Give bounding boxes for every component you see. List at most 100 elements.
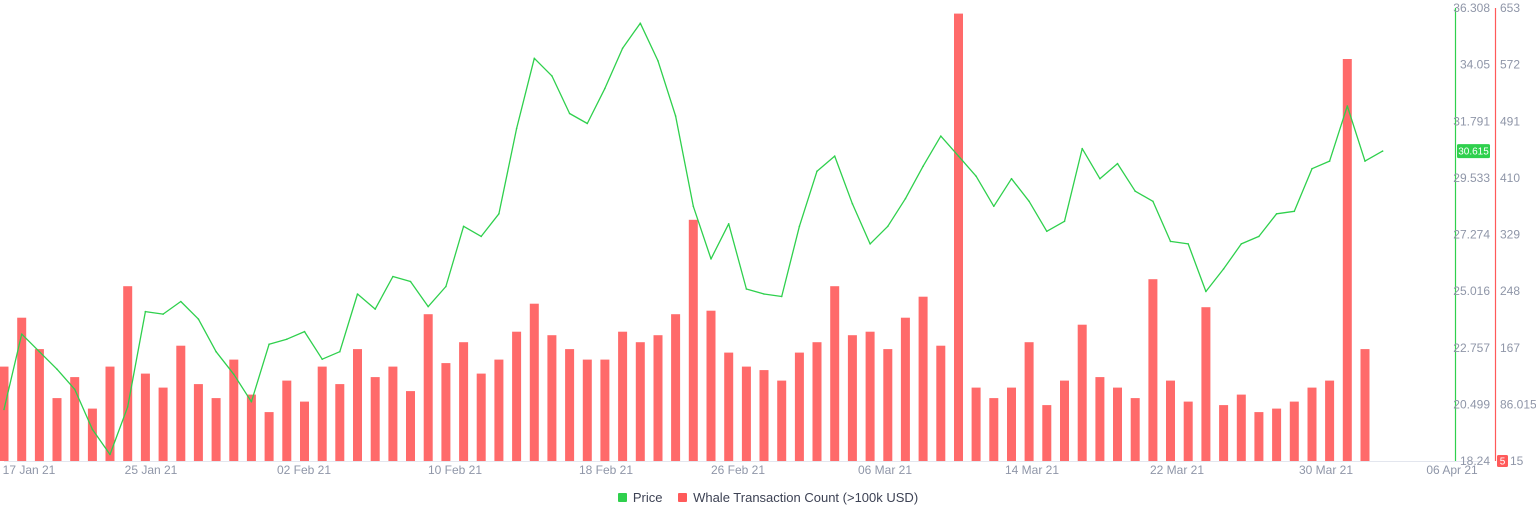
current-count-badge-text: 5 bbox=[1500, 457, 1506, 468]
price-tick-label: 20.499 bbox=[1453, 397, 1490, 411]
whale-count-bar-61 bbox=[1077, 324, 1087, 461]
whale-count-bar-69 bbox=[1219, 405, 1229, 461]
whale-count-bar-47 bbox=[830, 286, 840, 461]
whale-count-bar-9 bbox=[158, 387, 168, 461]
price-point-75 bbox=[1328, 160, 1331, 162]
price-point-53 bbox=[940, 135, 942, 137]
count-tick-label: 410 bbox=[1500, 171, 1520, 185]
whale-count-bar-25 bbox=[441, 363, 451, 461]
whale-count-bar-5 bbox=[87, 408, 97, 461]
price-tick-label: 25.016 bbox=[1453, 284, 1490, 298]
price-point-26 bbox=[462, 225, 465, 228]
whale-count-bar-71 bbox=[1254, 412, 1264, 461]
price-point-55 bbox=[975, 175, 977, 177]
price-point-23 bbox=[409, 280, 412, 283]
x-tick-label: 06 Mar 21 bbox=[858, 463, 912, 477]
whale-count-bar-26 bbox=[459, 342, 469, 461]
price-point-77 bbox=[1364, 160, 1366, 162]
price-point-7 bbox=[126, 406, 129, 408]
whale-count-bar-13 bbox=[229, 359, 239, 461]
price-point-50 bbox=[887, 225, 889, 228]
whale-count-bar-18 bbox=[317, 366, 327, 461]
price-point-78 bbox=[1381, 150, 1384, 152]
price-point-2 bbox=[38, 350, 41, 353]
x-tick-label: 02 Feb 21 bbox=[277, 463, 331, 477]
price-point-76 bbox=[1346, 105, 1349, 107]
price-point-73 bbox=[1293, 210, 1296, 213]
price-point-54 bbox=[957, 155, 960, 157]
price-point-6 bbox=[109, 453, 111, 456]
whale-count-bar-70 bbox=[1236, 394, 1246, 461]
whale-count-bar-19 bbox=[335, 384, 345, 461]
whale-count-bar-40 bbox=[706, 310, 716, 461]
whale-count-bar-6 bbox=[105, 366, 115, 461]
whale-count-bar-16 bbox=[282, 380, 292, 461]
price-point-27 bbox=[480, 235, 483, 238]
x-tick-label: 10 Feb 21 bbox=[428, 463, 482, 477]
price-point-28 bbox=[498, 213, 500, 215]
legend-item-price[interactable]: Price bbox=[617, 490, 663, 505]
count-tick-label: 572 bbox=[1500, 58, 1520, 72]
legend-label-price: Price bbox=[632, 490, 663, 505]
price-point-24 bbox=[427, 305, 430, 308]
whale-count-bar-39 bbox=[688, 219, 698, 461]
price-point-56 bbox=[993, 205, 995, 208]
x-tick-label: 06 Apr 21 bbox=[1426, 463, 1478, 477]
price-point-59 bbox=[1046, 230, 1048, 233]
price-point-47 bbox=[833, 155, 836, 157]
price-point-22 bbox=[392, 275, 394, 278]
price-point-0 bbox=[3, 408, 5, 411]
whale-count-bar-72 bbox=[1272, 408, 1282, 461]
whale-count-bar-20 bbox=[353, 349, 362, 461]
price-point-14 bbox=[250, 401, 253, 403]
price-point-30 bbox=[533, 57, 536, 60]
price-point-46 bbox=[816, 170, 818, 172]
whale-count-bars bbox=[0, 13, 1388, 462]
whale-count-bar-67 bbox=[1183, 401, 1193, 461]
price-point-60 bbox=[1063, 220, 1066, 223]
price-point-5 bbox=[91, 428, 94, 431]
whale-count-bar-7 bbox=[123, 286, 133, 461]
legend-swatch-price bbox=[617, 493, 627, 502]
price-point-25 bbox=[445, 285, 447, 288]
price-point-9 bbox=[162, 313, 164, 315]
whale-count-bar-76 bbox=[1342, 59, 1352, 461]
price-point-58 bbox=[1028, 200, 1030, 203]
price-point-32 bbox=[568, 112, 571, 115]
whale-count-bar-43 bbox=[759, 370, 769, 461]
whale-count-bar-37 bbox=[653, 335, 663, 461]
legend: Price Whale Transaction Count (>100k USD… bbox=[0, 490, 1536, 505]
price-point-37 bbox=[657, 60, 659, 62]
legend-item-whale-count[interactable]: Whale Transaction Count (>100k USD) bbox=[678, 490, 918, 505]
price-tick-label: 27.274 bbox=[1453, 228, 1490, 242]
whale-count-bar-3 bbox=[52, 398, 62, 461]
price-point-71 bbox=[1258, 235, 1260, 238]
price-point-35 bbox=[621, 47, 624, 50]
whale-count-bar-21 bbox=[370, 377, 380, 461]
price-point-63 bbox=[1116, 162, 1119, 165]
price-point-48 bbox=[851, 203, 854, 205]
price-point-36 bbox=[639, 22, 642, 25]
price-point-51 bbox=[904, 197, 907, 200]
price-point-1 bbox=[20, 333, 23, 335]
price-point-57 bbox=[1010, 177, 1013, 180]
whale-count-bar-34 bbox=[600, 359, 610, 461]
price-point-10 bbox=[180, 300, 182, 303]
price-point-34 bbox=[604, 87, 606, 90]
price-point-68 bbox=[1205, 290, 1207, 293]
x-tick-label: 17 Jan 21 bbox=[3, 463, 56, 477]
price-point-66 bbox=[1169, 240, 1172, 243]
price-point-19 bbox=[339, 350, 341, 353]
price-point-43 bbox=[763, 293, 765, 295]
price-tick-label: 34.05 bbox=[1460, 58, 1490, 72]
price-point-45 bbox=[798, 225, 801, 228]
legend-label-whale-count: Whale Transaction Count (>100k USD) bbox=[693, 490, 919, 505]
price-point-16 bbox=[286, 338, 288, 341]
whale-count-bar-8 bbox=[140, 373, 150, 461]
price-point-4 bbox=[73, 388, 76, 391]
whale-count-bar-49 bbox=[865, 331, 875, 461]
price-point-62 bbox=[1099, 177, 1101, 180]
price-point-3 bbox=[56, 368, 58, 371]
whale-count-bar-60 bbox=[1060, 380, 1069, 461]
price-point-17 bbox=[303, 330, 306, 333]
